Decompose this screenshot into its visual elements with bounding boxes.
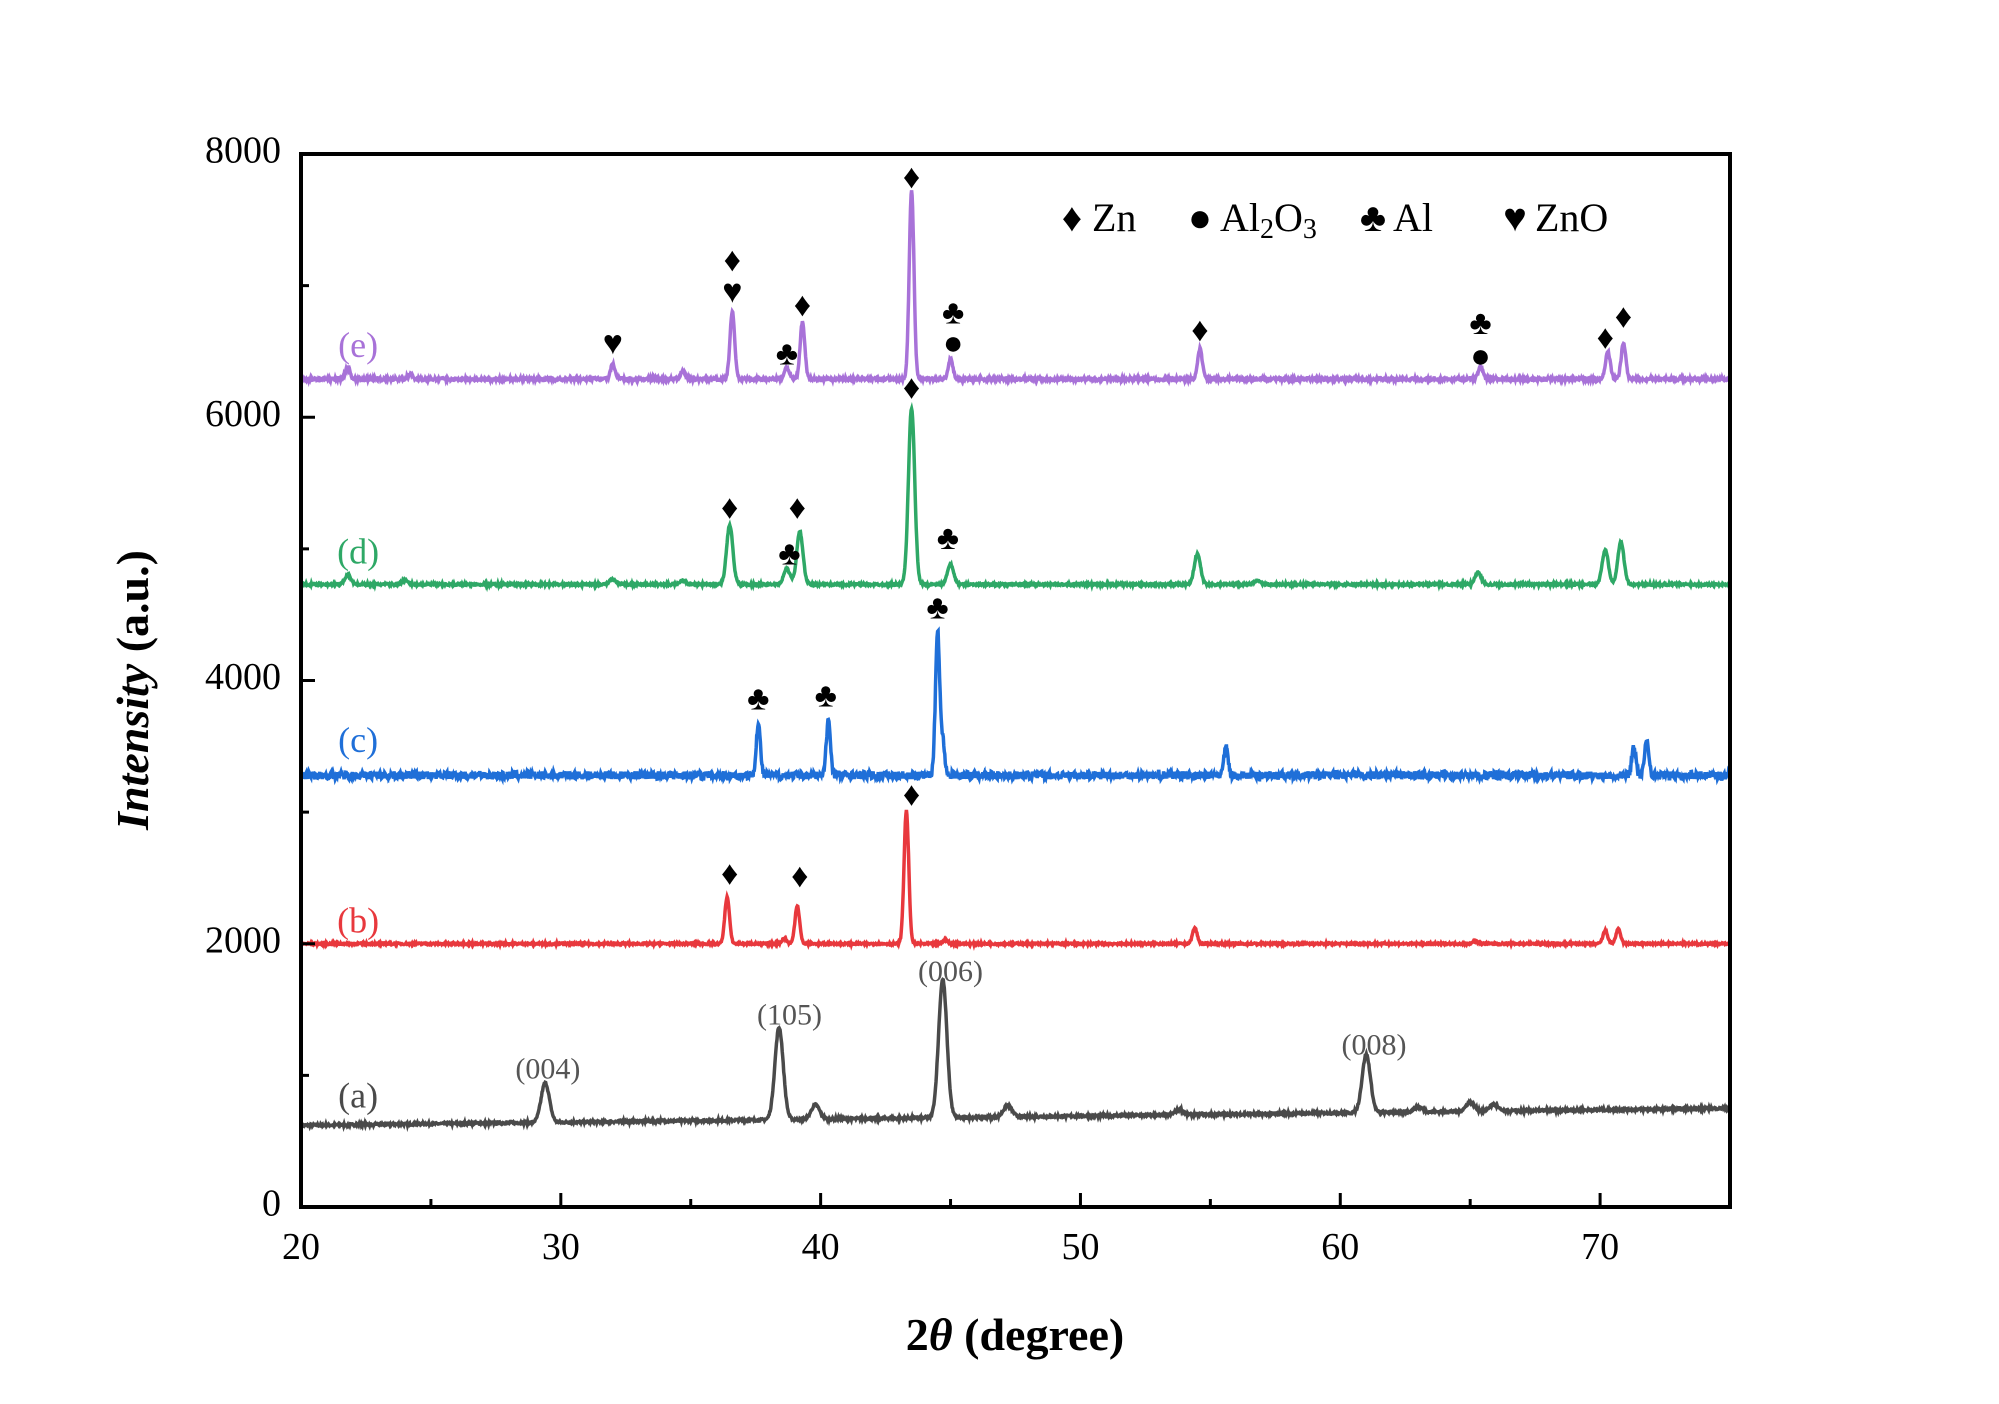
diamond-marker: ♦: [903, 159, 920, 196]
heart-icon: ♥: [1503, 195, 1527, 240]
circle-marker: ●: [1470, 338, 1491, 375]
diamond-marker: ♦: [1191, 312, 1208, 349]
x-axis-title: 2θ (degree): [906, 1309, 1124, 1360]
diamond-icon: ♦: [1062, 195, 1082, 240]
y-tick-label: 2000: [205, 919, 281, 961]
series-label: (a): [338, 1075, 378, 1115]
heart-marker: ♥: [603, 325, 623, 362]
diamond-marker: ♦: [721, 490, 738, 527]
series-line-b: [299, 809, 1732, 951]
miller-index-label: (004): [515, 1052, 580, 1085]
diamond-marker: ♦: [1615, 299, 1632, 336]
club-marker: ♣: [937, 520, 959, 557]
club-marker: ♣: [926, 590, 948, 627]
plot-frame: [299, 152, 1732, 1209]
series-line-d: [299, 401, 1731, 593]
miller-index-label: (006): [918, 955, 983, 988]
diamond-marker: ♦: [724, 242, 741, 279]
legend-label: Al: [1393, 195, 1433, 240]
series-label: (c): [338, 720, 378, 760]
club-marker: ♣: [776, 335, 798, 372]
legend-label: Zn: [1092, 195, 1136, 240]
x-tick-label: 50: [1061, 1226, 1099, 1268]
circle-marker: ●: [943, 325, 964, 362]
series-line-a: [299, 977, 1731, 1133]
diamond-marker: ♦: [1597, 320, 1614, 357]
miller-index-label: (008): [1342, 1029, 1407, 1062]
legend-item-heart: ♥ ZnO: [1503, 195, 1608, 240]
x-tick-label: 40: [802, 1226, 840, 1268]
diamond-marker: ♦: [789, 490, 806, 527]
heart-marker: ♥: [722, 274, 742, 311]
series-label: (d): [337, 532, 379, 572]
legend-item-diamond: ♦ Zn: [1062, 195, 1137, 240]
diamond-marker: ♦: [794, 287, 811, 324]
series-label: (e): [338, 325, 378, 365]
legend: ♦ Zn ● Al2O3 ♣ Al ♥ ZnO: [1062, 195, 1609, 245]
legend-label: Al2O3: [1220, 195, 1317, 245]
y-tick-label: 0: [262, 1183, 281, 1225]
club-marker: ♣: [815, 678, 837, 715]
legend-label: ZnO: [1535, 195, 1608, 240]
club-marker: ♣: [778, 536, 800, 573]
y-tick-label: 4000: [205, 656, 281, 698]
circle-icon: ●: [1188, 195, 1212, 240]
legend-item-club: ♣ Al: [1360, 195, 1433, 240]
series-label: (b): [337, 900, 379, 940]
miller-index-label: (105): [757, 998, 822, 1031]
x-tick-label: 70: [1581, 1226, 1619, 1268]
diamond-marker: ♦: [791, 858, 808, 895]
annotations: (004) (105) (006) (008): [515, 955, 1406, 1085]
series-curves: (a) (b) (c) (d) (e): [299, 190, 1732, 1133]
diamond-marker: ♦: [903, 370, 920, 407]
x-tick-label: 30: [542, 1226, 580, 1268]
y-tick-label: 8000: [205, 130, 281, 172]
club-marker: ♣: [942, 295, 964, 332]
x-tick-label: 60: [1321, 1226, 1359, 1268]
club-marker: ♣: [1469, 305, 1491, 342]
legend-item-circle: ● Al2O3: [1188, 195, 1317, 245]
series-line-e: [299, 190, 1730, 388]
y-axis-title: Intensity (a.u.): [107, 550, 158, 831]
series-line-c: [299, 626, 1732, 786]
phase-markers: ♥♦♥♣♦♦♣● ♦ ♣● ♦♦♦ ♦♣♦♣♣ ♣♣♦ ♦♦: [603, 159, 1632, 895]
club-icon: ♣: [1360, 195, 1386, 240]
club-marker: ♣: [747, 680, 769, 717]
axes: 20 30 40 50 60 70 0 2000 4000 6000 8000: [205, 130, 1732, 1268]
y-tick-label: 6000: [205, 393, 281, 435]
x-tick-label: 20: [282, 1226, 320, 1268]
diamond-marker: ♦: [721, 855, 738, 892]
diamond-marker: ♦: [903, 776, 920, 813]
